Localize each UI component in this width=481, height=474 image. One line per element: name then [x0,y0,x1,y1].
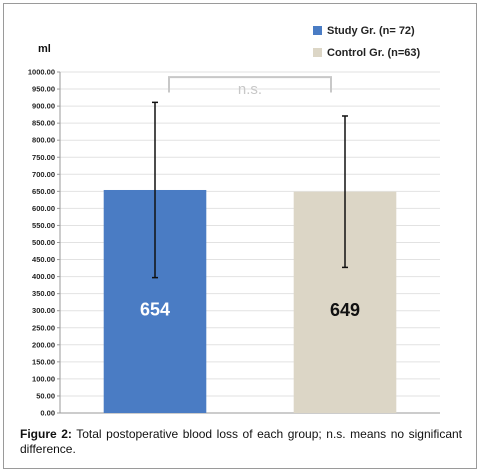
y-tick-label: 150.00 [32,357,55,366]
significance-bracket: n.s. [168,76,332,98]
y-tick-label: 0.00 [40,409,55,418]
data-label: 654 [140,299,170,319]
y-tick-label: 900.00 [32,102,55,111]
y-tick-label: 700.00 [32,170,55,179]
bars: 654 649 [103,101,397,413]
y-tick-label: 1000.00 [28,68,55,77]
y-tick-label: 950.00 [32,85,55,94]
y-tick-label: 100.00 [32,374,55,383]
y-tick-label: 750.00 [32,153,55,162]
caption-label: Figure 2: [20,427,72,441]
y-axis-label: ml [38,43,51,55]
significance-label: n.s. [238,81,262,98]
y-tick-label: 50.00 [36,391,55,400]
legend-swatch [313,48,322,57]
y-axis-ticks: 0.00 50.00 100.00 150.00 200.00 250.00 300.00 3… [28,68,60,418]
y-tick-label: 250.00 [32,323,55,332]
y-tick-label: 850.00 [32,119,55,128]
legend-entry: Control Gr. (n=63) [327,47,421,59]
legend: Study Gr. (n= 72) Control Gr. (n=63) [313,25,421,59]
y-tick-label: 400.00 [32,272,55,281]
data-label: 649 [330,300,360,320]
y-tick-label: 550.00 [32,221,55,230]
y-tick-label: 600.00 [32,204,55,213]
y-tick-label: 300.00 [32,306,55,315]
y-tick-label: 800.00 [32,136,55,145]
caption-text: Total postoperative blood loss of each g… [20,427,463,456]
y-tick-label: 350.00 [32,289,55,298]
figure-caption: Figure 2: Total postoperative blood loss… [20,427,462,457]
legend-entry: Study Gr. (n= 72) [327,25,415,37]
legend-swatch [313,26,322,35]
y-tick-label: 200.00 [32,340,55,349]
figure-frame [3,3,477,469]
y-tick-label: 500.00 [32,238,55,247]
y-tick-label: 650.00 [32,187,55,196]
y-tick-label: 450.00 [32,255,55,264]
significance-bracket-line [168,76,332,93]
